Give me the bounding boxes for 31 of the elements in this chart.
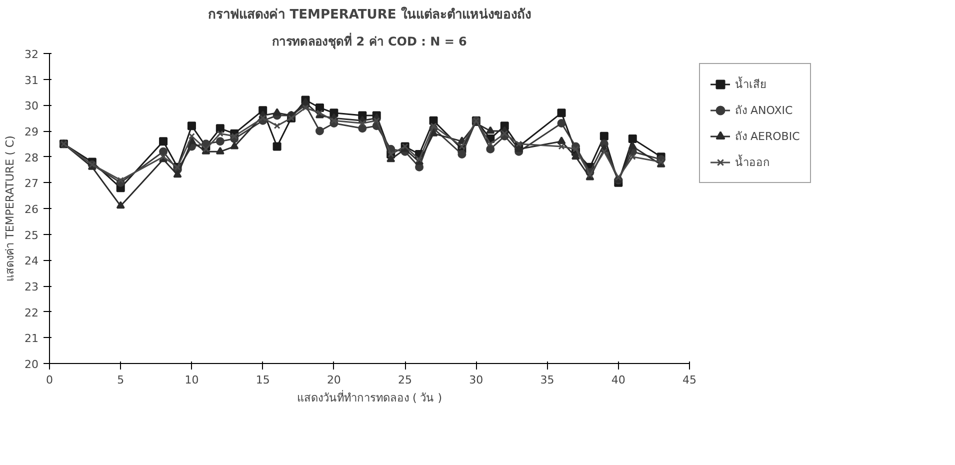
legend-label: น้ำออก [735,154,770,171]
y-tick-label: 23 [24,280,39,294]
y-tick-label: 30 [24,100,39,113]
y-tick-label: 20 [24,358,39,371]
legend-label: ถัง AEROBIC [735,129,800,145]
y-tick-label: 26 [24,203,39,216]
x-tick-label: 10 [184,374,199,386]
chart-subtitle: การทดลองชุดที่ 2 ค่า COD : N = 6 [272,32,467,50]
x-tick-label: 20 [326,374,341,386]
legend-label: น้ำเสีย [735,76,766,93]
x-tick-label: 45 [682,374,696,386]
x-tick-label: 40 [611,374,626,386]
chart-title: กราฟแสดงค่า TEMPERATURE ในแต่ละตำแหน่งของถัง [208,6,531,22]
x-tick-label: 15 [256,374,270,386]
y-tick-label: 31 [24,74,39,87]
x-tick-label: 30 [469,374,484,386]
x-tick-label: 5 [117,374,124,386]
x-axis-title: แสดงวันที่ทำการทดลอง ( วัน ) [296,390,442,404]
y-tick-label: 22 [24,306,39,320]
y-tick-label: 32 [24,48,39,61]
legend-label: ถัง ANOXIC [735,103,793,119]
x-tick-label: 35 [540,374,554,386]
y-axis-title: แสดงค่า TEMPERATURE ( C) [4,136,17,282]
x-tick-label: 25 [398,374,412,386]
y-tick-label: 29 [24,126,39,138]
y-tick-label: 24 [24,254,39,268]
y-tick-label: 21 [24,332,39,346]
y-tick-label: 25 [24,228,39,242]
y-tick-label: 28 [24,151,39,164]
y-tick-label: 27 [24,177,39,190]
x-tick-label: 0 [46,374,53,386]
